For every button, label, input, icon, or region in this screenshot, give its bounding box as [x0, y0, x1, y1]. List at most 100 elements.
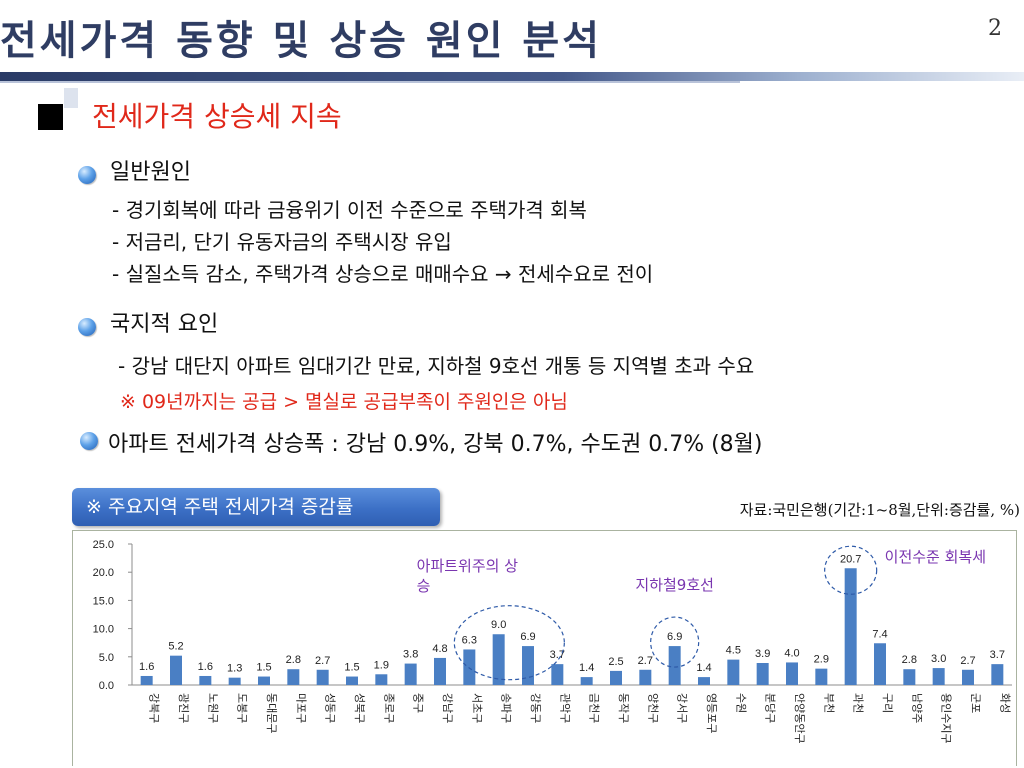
bullet-orb-icon [80, 432, 98, 450]
highlight-circle [824, 545, 878, 595]
bar-value-label: 2.7 [638, 655, 653, 667]
section-square-icon [38, 104, 63, 130]
category-label: 화성 [998, 693, 1011, 713]
bar [786, 662, 798, 685]
bar [228, 677, 241, 685]
category-label: 남양주 [910, 693, 923, 723]
category-label: 종로구 [382, 693, 394, 723]
bar-value-label: 1.5 [256, 662, 271, 674]
category-label: 안양동안구 [793, 693, 806, 744]
bar-value-label: 1.9 [374, 659, 389, 671]
y-tick-label: 15.0 [93, 595, 114, 607]
general-cause-line: - 저금리, 단기 유동자금의 주택시장 유입 [112, 230, 452, 254]
bar-value-label: 9.0 [491, 619, 506, 631]
chart-title-banner: ※ 주요지역 주택 전세가격 증감률 [72, 488, 440, 526]
category-label: 수원 [734, 693, 747, 713]
annotation-subway: 지하철9호선 [635, 576, 714, 594]
category-label: 동대문구 [265, 693, 278, 733]
section-square-shadow [64, 88, 78, 108]
bar-value-label: 1.6 [139, 661, 154, 673]
bar-value-label: 3.7 [550, 649, 565, 661]
bar [375, 674, 388, 685]
bar [463, 649, 476, 685]
bar-value-label: 2.9 [814, 654, 829, 666]
bar-value-label: 1.6 [198, 661, 213, 673]
bar [962, 669, 974, 685]
bar [932, 668, 945, 685]
category-label: 노원구 [206, 693, 219, 723]
bar [316, 669, 329, 685]
bar-value-label: 3.8 [403, 649, 418, 661]
bar [140, 675, 153, 685]
y-tick-label: 0.0 [99, 680, 114, 692]
y-tick-label: 10.0 [93, 624, 114, 636]
bar [991, 664, 1004, 685]
category-label: 구리 [881, 693, 894, 713]
bar [434, 657, 446, 685]
general-cause-line: - 경기회복에 따라 금융위기 이전 수준으로 주택가격 회복 [112, 198, 587, 222]
category-label: 성동구 [324, 693, 337, 723]
annotation-recovery: 이전수준 회복세 [885, 548, 986, 566]
slide-title: 전세가격 동향 및 상승 원인 분석 [0, 17, 603, 64]
bar [844, 568, 857, 685]
bar-value-label: 7.4 [872, 628, 887, 640]
bar-value-label: 1.4 [696, 662, 711, 674]
bar-value-label: 4.5 [726, 645, 741, 657]
y-tick-label: 20.0 [93, 567, 114, 579]
category-label: 양천구 [646, 693, 660, 723]
category-label: 강서구 [676, 693, 689, 723]
bar-value-label: 20.7 [840, 553, 861, 565]
bar-value-label: 1.3 [227, 663, 242, 675]
summary-line: 아파트 전세가격 상승폭 : 강남 0.9%, 강북 0.7%, 수도권 0.7… [108, 432, 763, 457]
bar [874, 643, 886, 685]
bar-value-label: 2.7 [315, 655, 330, 667]
category-label: 부천 [822, 693, 836, 713]
category-label: 분당구 [764, 693, 777, 723]
general-causes-heading: 일반원인 [110, 160, 191, 185]
bar [551, 664, 564, 685]
source-note: 자료:국민은행(기간:1~8월,단위:증감률, %) [739, 501, 1020, 519]
category-label: 마포구 [294, 693, 307, 723]
general-cause-line: - 실질소득 감소, 주택가격 상승으로 매매수요 → 전세수요로 전이 [112, 262, 654, 286]
category-label: 도봉구 [236, 693, 249, 723]
bar-value-label: 5.2 [168, 641, 183, 653]
bar-value-label: 6.9 [667, 631, 682, 643]
bar [199, 675, 212, 685]
bar [668, 646, 681, 685]
bar [492, 634, 505, 685]
bullet-orb-icon [78, 318, 96, 336]
bar-value-label: 6.3 [462, 634, 477, 646]
bar [639, 669, 652, 685]
bar-value-label: 1.5 [344, 662, 359, 674]
page-number: 2 [988, 16, 1002, 41]
bar-value-label: 4.8 [432, 643, 447, 655]
bar [170, 655, 182, 685]
bar [258, 676, 270, 685]
bar [610, 670, 622, 685]
bar [580, 677, 593, 685]
bar-value-label: 3.9 [755, 648, 770, 660]
category-label: 강남구 [441, 693, 454, 723]
title-underline-thin [0, 81, 740, 83]
bar [287, 669, 300, 685]
chart-frame [72, 530, 1017, 766]
bar [756, 663, 769, 685]
supply-note: ※ 09년까지는 공급 > 멸실로 공급부족이 주원인은 아님 [120, 391, 568, 413]
bar [903, 669, 916, 685]
section-heading: 전세가격 상승세 지속 [92, 100, 342, 133]
category-label: 동작구 [617, 693, 630, 723]
bar-value-label: 2.7 [960, 655, 975, 667]
bar [404, 663, 417, 685]
y-tick-label: 25.0 [93, 539, 114, 551]
bar [698, 677, 710, 685]
bar-value-label: 6.9 [520, 631, 535, 643]
category-label: 과천 [852, 693, 866, 713]
category-label: 송파구 [500, 693, 513, 723]
bar-value-label: 1.4 [579, 662, 594, 674]
bar [522, 646, 534, 685]
category-label: 관악구 [558, 693, 571, 723]
bar [815, 668, 828, 685]
y-tick-label: 5.0 [99, 652, 114, 664]
bar-value-label: 3.7 [990, 649, 1005, 661]
